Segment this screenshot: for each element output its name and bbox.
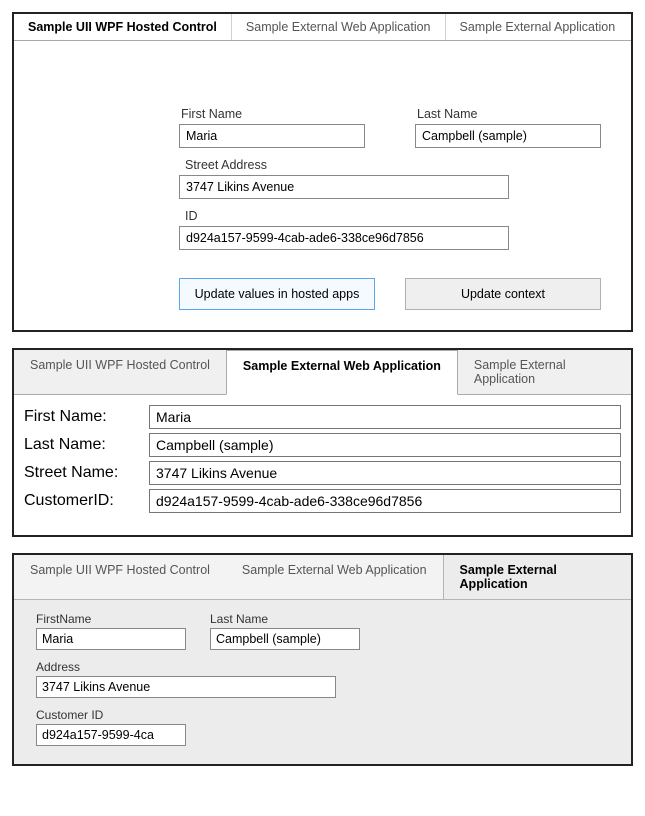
input-customerid-2[interactable] xyxy=(149,489,621,513)
input-customerid-3[interactable] xyxy=(36,724,186,746)
panel2-body: First Name: Last Name: Street Name: Cust… xyxy=(14,395,631,535)
tab-wpf[interactable]: Sample UII WPF Hosted Control xyxy=(14,14,232,40)
label-street: Street Address xyxy=(185,158,509,172)
tab-web[interactable]: Sample External Web Application xyxy=(232,14,446,40)
input-first-name[interactable] xyxy=(179,124,365,148)
tabstrip-1: Sample UII WPF Hosted Control Sample Ext… xyxy=(14,14,631,41)
tab-wpf-2[interactable]: Sample UII WPF Hosted Control xyxy=(14,350,226,394)
label-street-2: Street Name: xyxy=(24,464,149,482)
label-last-name-2: Last Name: xyxy=(24,436,149,454)
tab-web-3[interactable]: Sample External Web Application xyxy=(226,555,443,599)
tab-ext[interactable]: Sample External Application xyxy=(446,14,631,40)
label-address-3: Address xyxy=(36,660,609,674)
panel-wpf: Sample UII WPF Hosted Control Sample Ext… xyxy=(12,12,633,332)
tab-web-2[interactable]: Sample External Web Application xyxy=(226,350,458,395)
input-first-name-3[interactable] xyxy=(36,628,186,650)
input-last-name-2[interactable] xyxy=(149,433,621,457)
panel-ext: Sample UII WPF Hosted Control Sample Ext… xyxy=(12,553,633,766)
input-address-3[interactable] xyxy=(36,676,336,698)
input-id[interactable] xyxy=(179,226,509,250)
tab-ext-3[interactable]: Sample External Application xyxy=(443,555,631,599)
button-update-context[interactable]: Update context xyxy=(405,278,601,310)
input-first-name-2[interactable] xyxy=(149,405,621,429)
tab-ext-2[interactable]: Sample External Application xyxy=(458,350,631,394)
label-first-name-2: First Name: xyxy=(24,408,149,426)
input-street-2[interactable] xyxy=(149,461,621,485)
input-last-name[interactable] xyxy=(415,124,601,148)
label-customerid-2: CustomerID: xyxy=(24,492,149,510)
panel1-body: First Name Last Name Street Address ID U… xyxy=(14,41,631,330)
input-street[interactable] xyxy=(179,175,509,199)
panel3-body: FirstName Last Name Address Customer ID xyxy=(14,600,631,764)
label-first-name: First Name xyxy=(181,107,365,121)
label-last-name-3: Last Name xyxy=(210,612,360,626)
tabstrip-3: Sample UII WPF Hosted Control Sample Ext… xyxy=(14,555,631,600)
input-last-name-3[interactable] xyxy=(210,628,360,650)
panel-web: Sample UII WPF Hosted Control Sample Ext… xyxy=(12,348,633,537)
label-id: ID xyxy=(185,209,509,223)
label-customerid-3: Customer ID xyxy=(36,708,609,722)
tab-wpf-3[interactable]: Sample UII WPF Hosted Control xyxy=(14,555,226,599)
label-last-name: Last Name xyxy=(417,107,601,121)
button-update-hosted-apps[interactable]: Update values in hosted apps xyxy=(179,278,375,310)
label-first-name-3: FirstName xyxy=(36,612,186,626)
tabstrip-2: Sample UII WPF Hosted Control Sample Ext… xyxy=(14,350,631,395)
